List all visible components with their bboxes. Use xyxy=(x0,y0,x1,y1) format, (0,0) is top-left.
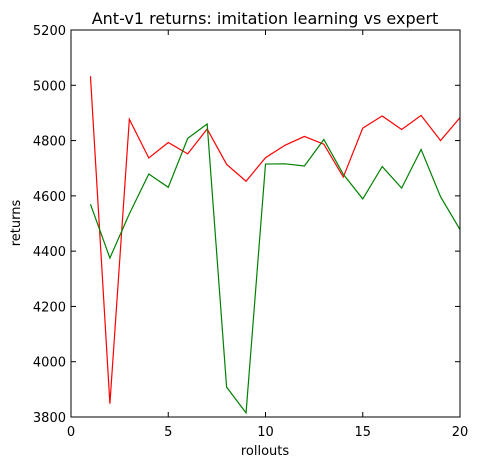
y-tick-label: 4200 xyxy=(33,300,66,315)
axis-ticks: 0 5 10 15 20 3800 4000 4200 4400 4600 4800 5000 5200 xyxy=(33,24,468,440)
x-tick-label: 5 xyxy=(164,425,172,440)
y-tick-label: 4800 xyxy=(33,135,66,150)
plot-frame xyxy=(70,29,461,418)
y-tick-label: 4600 xyxy=(33,190,66,205)
series-line-0 xyxy=(89,76,461,404)
y-tick-label: 4000 xyxy=(33,356,66,371)
x-tick-label: 0 xyxy=(67,425,75,440)
chart-title: Ant-v1 returns: imitation learning vs ex… xyxy=(92,9,439,28)
y-axis-label: returns xyxy=(9,200,24,247)
y-tick-label: 5000 xyxy=(33,79,66,94)
y-tick-label: 3800 xyxy=(33,411,66,426)
plot-area xyxy=(89,76,461,415)
x-tick-label: 10 xyxy=(257,425,274,440)
y-tick-label: 4400 xyxy=(33,245,66,260)
x-axis-label: rollouts xyxy=(241,444,290,459)
y-tick-label: 5200 xyxy=(33,24,66,39)
series-line-1 xyxy=(89,122,461,415)
x-tick-label: 15 xyxy=(354,425,371,440)
x-tick-label: 20 xyxy=(452,425,469,440)
